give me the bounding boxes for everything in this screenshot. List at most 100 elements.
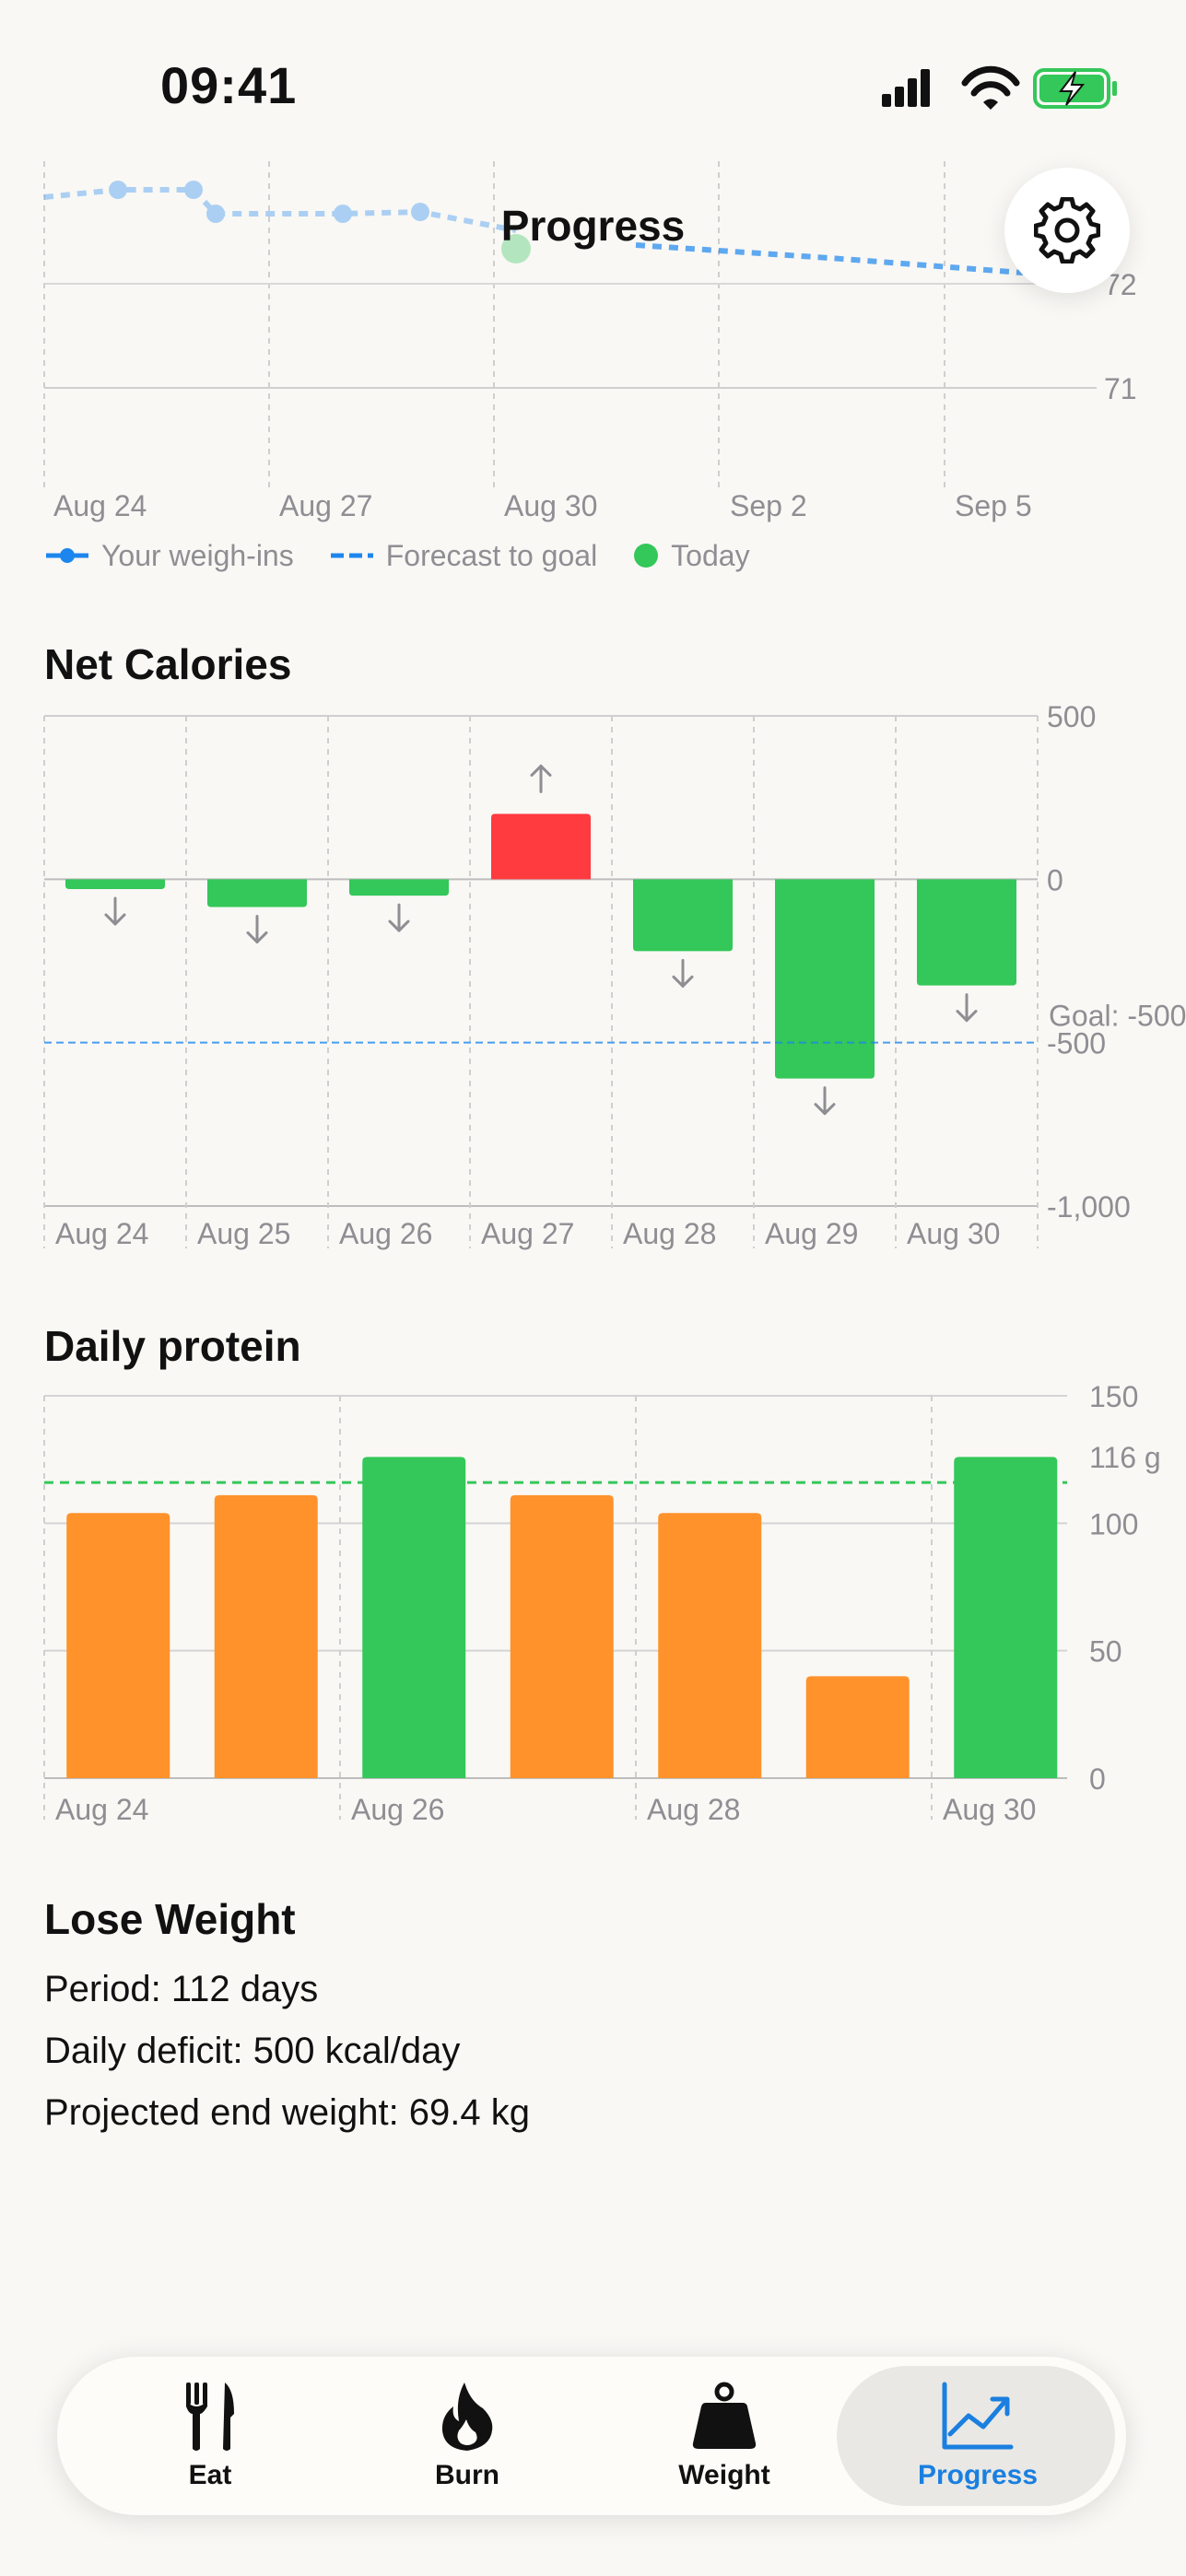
y-tick-label: 0	[1047, 863, 1063, 896]
weigh-ins-legend-icon	[46, 548, 88, 563]
protein-bar	[214, 1494, 318, 1778]
net-calorie-bar	[491, 814, 591, 880]
y-tick-label: -500	[1047, 1027, 1106, 1060]
net-calories-chart: 500 0 -500 -1,000 Aug 24 Aug 25 Aug 26 Aug 27 Au…	[43, 700, 1186, 1250]
daily-deficit-text: Daily deficit: 500 kcal/day	[44, 2031, 461, 2071]
y-tick-label: -1,000	[1047, 1190, 1131, 1224]
fork-knife-icon	[186, 2383, 234, 2451]
x-tick-label: Aug 27	[481, 1217, 574, 1250]
goal-label: Goal: -500	[1049, 1000, 1186, 1033]
wifi-icon	[961, 65, 1020, 110]
weight-chart-grid	[43, 161, 945, 493]
status-icons	[882, 65, 1117, 110]
x-tick-label: Aug 28	[647, 1793, 740, 1826]
x-tick-label: Aug 24	[55, 1217, 148, 1250]
forecast-line	[635, 242, 1024, 275]
x-tick-label: Aug 25	[197, 1217, 290, 1250]
arrow-down-icon	[814, 1086, 836, 1116]
forecast-legend-icon	[330, 553, 373, 558]
cellular-signal-icon	[882, 69, 930, 107]
x-tick-label: Aug 26	[339, 1217, 432, 1250]
legend-label: Your weigh-ins	[101, 538, 294, 572]
lose-weight-title: Lose Weight	[44, 1895, 296, 1943]
page-title: Progress	[500, 202, 686, 250]
weight-y-tick: 71	[1104, 372, 1137, 405]
arrow-down-icon	[246, 914, 268, 943]
battery-charging-icon	[1033, 68, 1117, 109]
tab-weight[interactable]: Weight	[595, 2357, 853, 2515]
protein-bar	[362, 1457, 466, 1778]
weight-x-tick: Sep 5	[955, 489, 1032, 522]
weight-series	[43, 181, 531, 263]
arrow-down-icon	[672, 958, 694, 988]
gear-icon	[1034, 197, 1100, 263]
net-calorie-bar	[917, 879, 1016, 986]
scale-weight-icon	[692, 2382, 757, 2449]
projected-weight-text: Projected end weight: 69.4 kg	[44, 2092, 531, 2133]
net-calorie-bar	[207, 879, 307, 907]
arrow-head	[530, 764, 552, 777]
x-tick-label: Aug 30	[943, 1793, 1036, 1826]
weight-x-tick: Aug 30	[504, 489, 597, 522]
tab-eat[interactable]: Eat	[81, 2357, 339, 2515]
y-tick-label: 0	[1089, 1762, 1106, 1796]
settings-button[interactable]	[1004, 168, 1130, 293]
status-time: 09:41	[160, 56, 298, 114]
x-tick-label: Aug 29	[765, 1217, 858, 1250]
today-marker	[501, 234, 531, 263]
legend-weigh-ins: Your weigh-ins	[44, 539, 294, 573]
net-calorie-bar	[775, 879, 875, 1079]
net-calorie-bar	[633, 879, 733, 952]
target-label: 116 g	[1089, 1441, 1161, 1474]
protein-bar	[805, 1676, 910, 1778]
x-tick-label: Aug 30	[907, 1217, 1000, 1250]
y-tick-label: 150	[1089, 1382, 1138, 1413]
arrow-head	[388, 919, 410, 932]
net-calorie-bar	[65, 879, 165, 889]
x-tick-label: Aug 26	[351, 1793, 444, 1826]
legend-today: Today	[632, 538, 750, 573]
tab-label: Burn	[435, 2460, 499, 2490]
weight-legend: Your weigh-ins Forecast to goal Today	[44, 534, 785, 577]
weight-x-tick: Aug 24	[53, 489, 147, 522]
tab-bar: Eat Burn Weight Progress	[57, 2357, 1126, 2515]
arrow-down-icon	[104, 896, 126, 926]
active-tab-highlight	[837, 2366, 1115, 2506]
arrow-head	[956, 1010, 978, 1023]
arrow-down-icon	[956, 993, 978, 1023]
y-tick-label: 50	[1089, 1635, 1122, 1669]
tab-burn[interactable]: Burn	[338, 2357, 596, 2515]
daily-protein-title: Daily protein	[44, 1322, 301, 1370]
protein-bar	[66, 1513, 170, 1778]
arrow-down-icon	[388, 903, 410, 932]
arrow-head	[672, 975, 694, 988]
y-tick-label: 500	[1047, 700, 1096, 733]
x-tick-label: Aug 28	[623, 1217, 716, 1250]
legend-label: Today	[671, 538, 750, 572]
protein-bar	[658, 1513, 762, 1778]
legend-forecast: Forecast to goal	[329, 539, 597, 573]
tab-label: Eat	[188, 2460, 232, 2490]
tab-progress[interactable]: Progress	[849, 2357, 1107, 2515]
arrow-head	[246, 931, 268, 943]
arrow-head	[814, 1103, 836, 1116]
protein-bar	[510, 1494, 614, 1778]
flame-icon	[441, 2383, 493, 2451]
weight-chart: 72 71 Aug 24 Aug 27 Aug 30 Sep 2 Sep 5	[43, 161, 1137, 522]
today-legend-icon	[634, 544, 659, 568]
weight-x-tick: Sep 2	[730, 489, 807, 522]
tab-label: Weight	[678, 2460, 770, 2490]
protein-bar	[954, 1457, 1058, 1778]
arrow-up-icon	[530, 764, 552, 793]
y-tick-label: 100	[1089, 1507, 1138, 1540]
x-tick-label: Aug 24	[55, 1793, 148, 1826]
period-text: Period: 112 days	[44, 1969, 319, 2009]
tab-label: Progress	[917, 2460, 1039, 2490]
legend-label: Forecast to goal	[385, 538, 598, 572]
arrow-head	[104, 913, 126, 926]
chart-trend-icon	[942, 2382, 1014, 2450]
weight-x-tick: Aug 27	[279, 489, 372, 522]
daily-protein-chart: 150 100 50 0 Aug 24 Aug 26 Aug 28 Aug 30 116 g	[43, 1382, 1161, 1826]
net-calorie-bar	[349, 879, 449, 896]
net-calories-title: Net Calories	[44, 640, 292, 688]
